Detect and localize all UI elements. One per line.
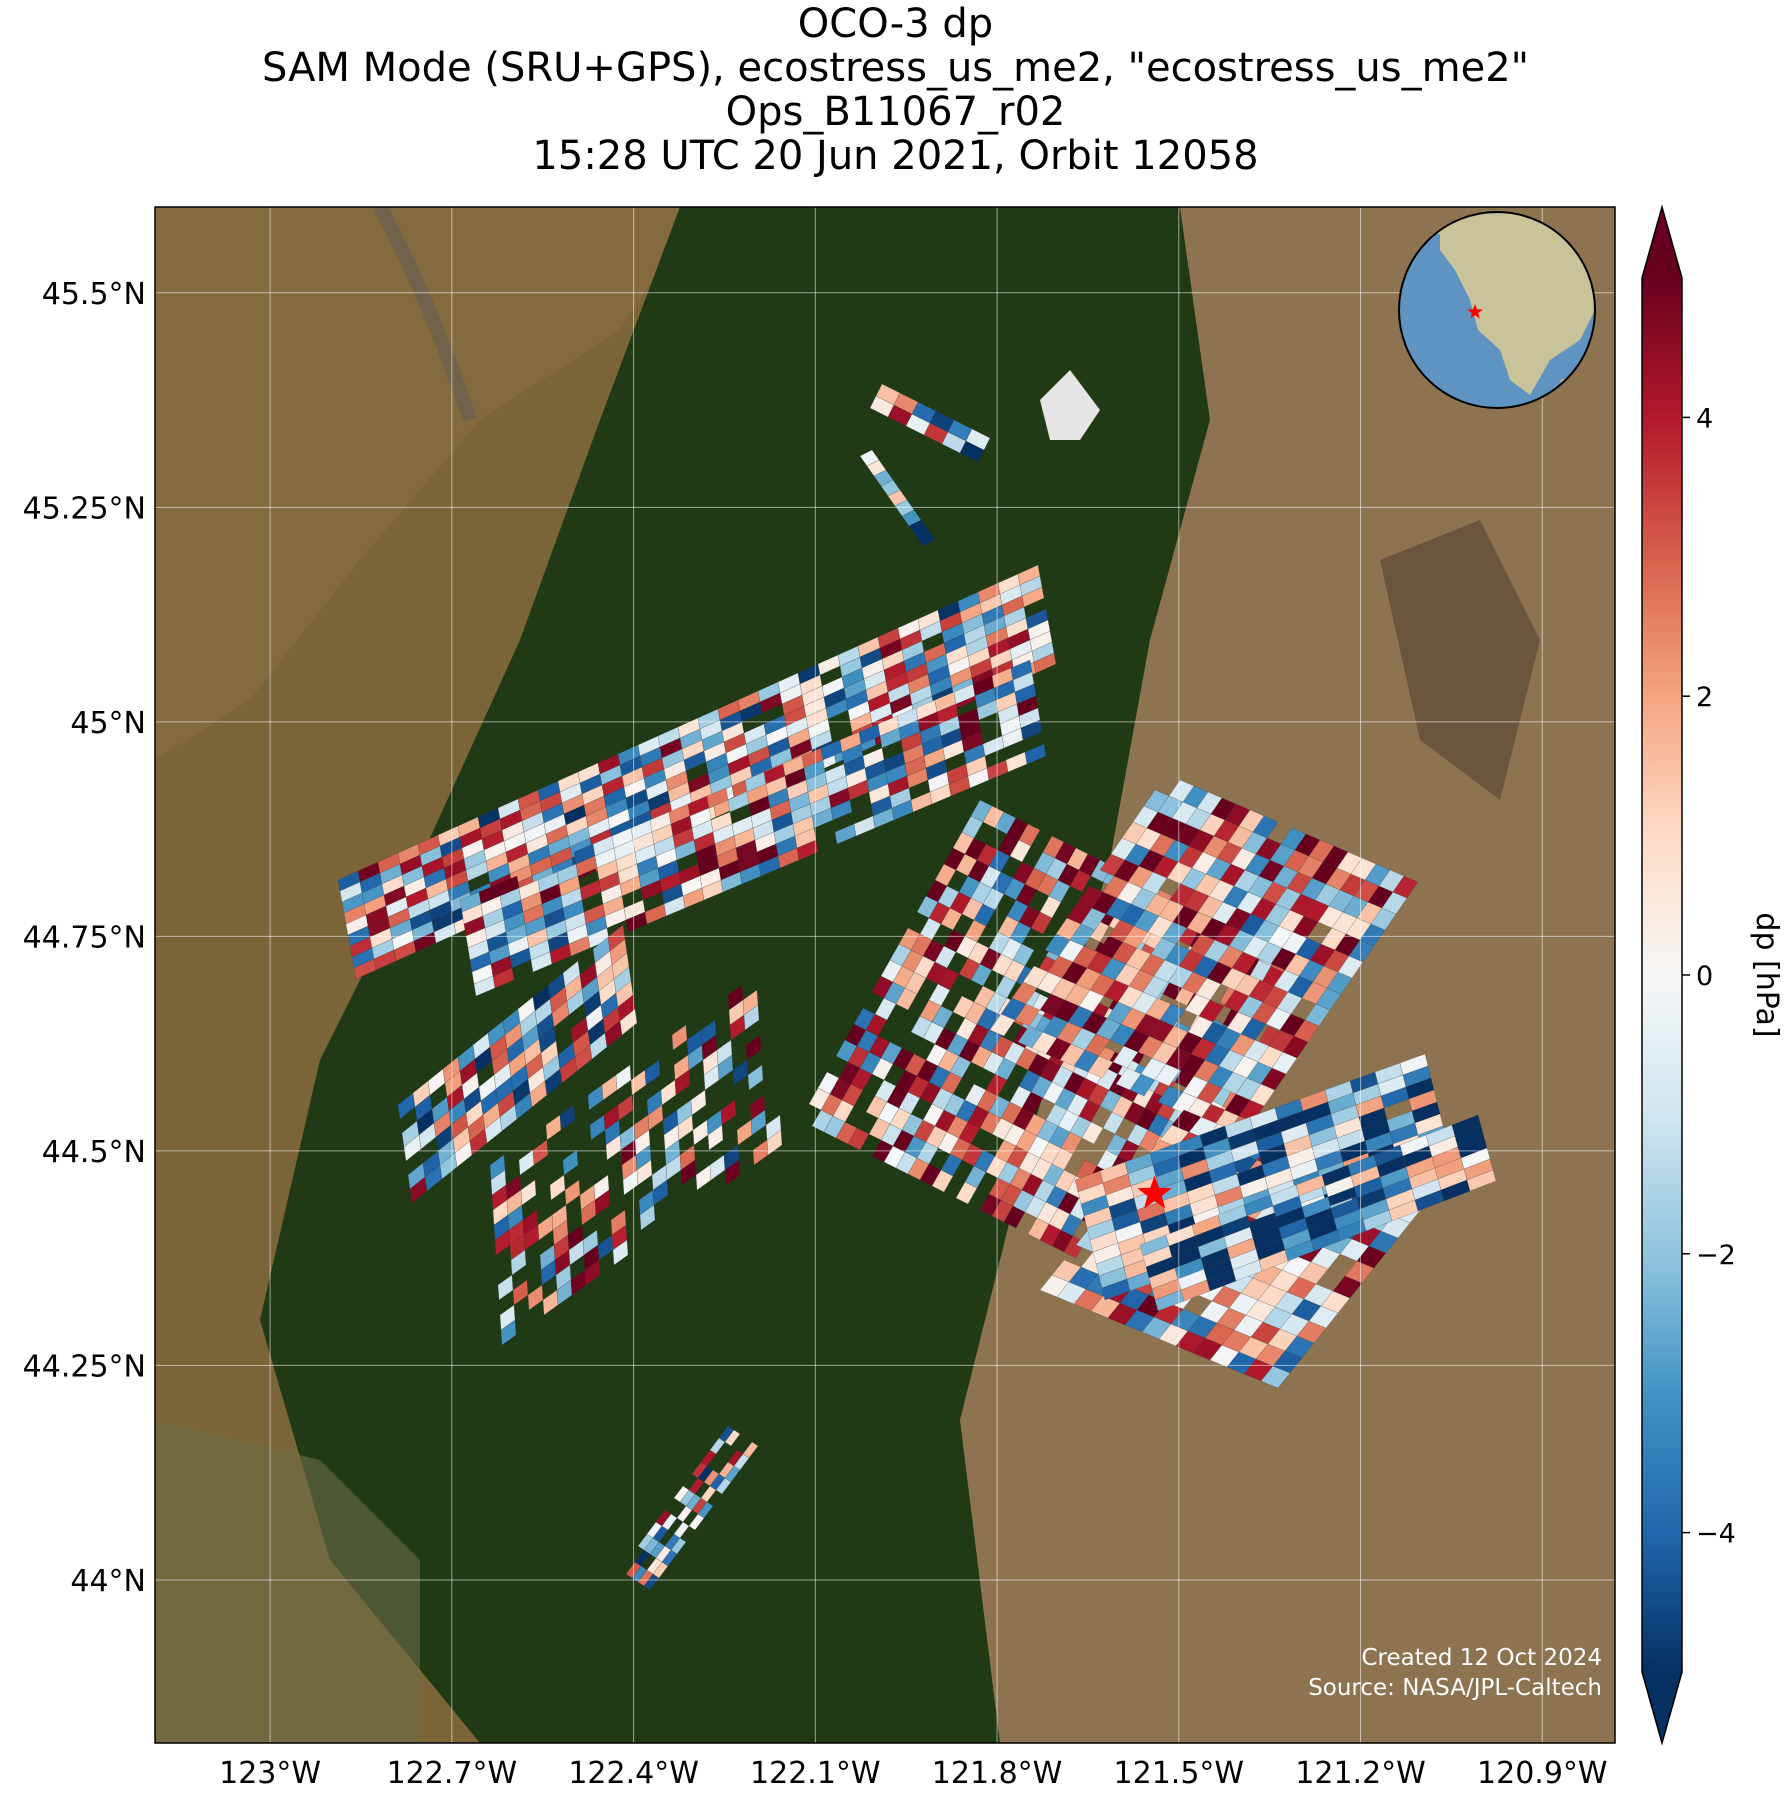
lon-tick-label: 121.5°W [1114,1756,1245,1791]
graticule [155,207,1615,1743]
footprint [690,1089,707,1116]
footprint [830,799,853,821]
footprint [796,839,819,861]
lon-tick-label: 123°W [219,1756,321,1791]
map-panel [155,207,1615,1743]
footprint [594,1189,611,1216]
colorbar-ticks: 4 2 0 −2 −4 [1682,403,1736,1550]
footprint [742,1441,759,1459]
footprint [652,1179,669,1206]
title-line-4: 15:28 UTC 20 Jun 2021, Orbit 12058 [532,133,1259,179]
north-america-land [1440,212,1595,395]
created-date: Created 12 Oct 2024 [1361,1645,1602,1671]
colorbar-tick-label: 4 [1696,403,1713,434]
footprint [1252,815,1279,839]
footprint [644,1059,661,1086]
lon-tick-label: 122.1°W [750,1756,881,1791]
latitude-tick-labels: 45.5°N 45.25°N 45°N 44.75°N 44.5°N 44.25°N 44°… [23,277,146,1599]
globe-outline [1398,211,1596,409]
lon-tick-label: 122.4°W [568,1756,699,1791]
figure-title: OCO-3 dp SAM Mode (SRU+GPS), ecostress_u… [0,2,1791,178]
title-line-3: Ops_B11067_r02 [725,89,1066,135]
lat-tick-label: 44.25°N [23,1349,146,1384]
lat-tick-label: 45°N [70,706,146,741]
footprint [532,1139,549,1166]
footprint [639,1204,656,1231]
lon-tick-label: 120.9°W [1477,1756,1608,1791]
footprint [520,1179,537,1206]
mt-hood-snow [1040,370,1100,440]
footprint [747,1064,764,1091]
footprint [492,967,515,989]
footprint [720,1099,737,1126]
lat-tick-label: 44.5°N [42,1135,146,1170]
footprint [766,1129,783,1156]
lat-tick-label: 45.5°N [42,277,146,312]
footprint [743,1004,760,1031]
footprint [915,529,936,547]
footprint [1021,586,1045,608]
colorbar-tick-label: 0 [1696,961,1713,992]
longitude-tick-labels: 123°W 122.7°W 122.4°W 122.1°W 121.8°W 121.5°W… [219,1756,1607,1791]
title-line-2: SAM Mode (SRU+GPS), ecostress_us_me2, "e… [261,45,1530,91]
footprint [1024,743,1047,765]
colorbar-gradient [1642,278,1682,1672]
colorbar-tick-label: 2 [1696,682,1713,713]
lon-tick-label: 122.7°W [387,1756,518,1791]
footprint [1392,875,1419,899]
footprint [562,1149,579,1176]
footprint [500,1319,517,1346]
footprint [1033,652,1057,674]
footprint [1466,1169,1497,1192]
lat-tick-label: 45.25°N [23,491,146,526]
footprint [745,1034,762,1061]
footprint [707,1124,724,1151]
lat-tick-label: 44°N [70,1564,146,1599]
footprint [510,1249,527,1276]
colorbar-extend-max [1642,207,1682,278]
title-line-1: OCO-3 dp [797,1,994,47]
globe-location-star-icon [1467,304,1483,319]
footprint [674,1069,691,1096]
footprint [697,1501,714,1519]
footprint [965,428,991,451]
footprint [1020,719,1043,741]
source-credit: Source: NASA/JPL-Caltech [1308,1675,1602,1701]
footprint [619,1008,638,1036]
target-star-shape [1137,1175,1172,1209]
target-star-icon [1137,1175,1172,1209]
footprint [1012,943,1035,967]
map-frame [154,206,1616,1744]
colorbar-label: dp [hPa] [1749,912,1784,1037]
footprint [670,1537,687,1555]
footprint [584,1259,601,1286]
colorbar-tick-label: −4 [1696,1519,1736,1550]
footprint [724,1429,741,1447]
colorbar-tick-label: −2 [1696,1240,1736,1271]
lon-tick-label: 121.2°W [1295,1756,1426,1791]
colorbar: 4 2 0 −2 −4 dp [hPa] [1641,204,1784,1746]
footprint [724,1159,741,1186]
colorbar-extend-min [1642,1672,1682,1743]
lat-tick-label: 44.75°N [23,920,146,955]
footprint [617,1094,634,1121]
footprint [612,1239,629,1266]
lon-tick-label: 121.8°W [932,1756,1063,1791]
footprint [1018,823,1041,847]
footprint [559,1104,576,1131]
